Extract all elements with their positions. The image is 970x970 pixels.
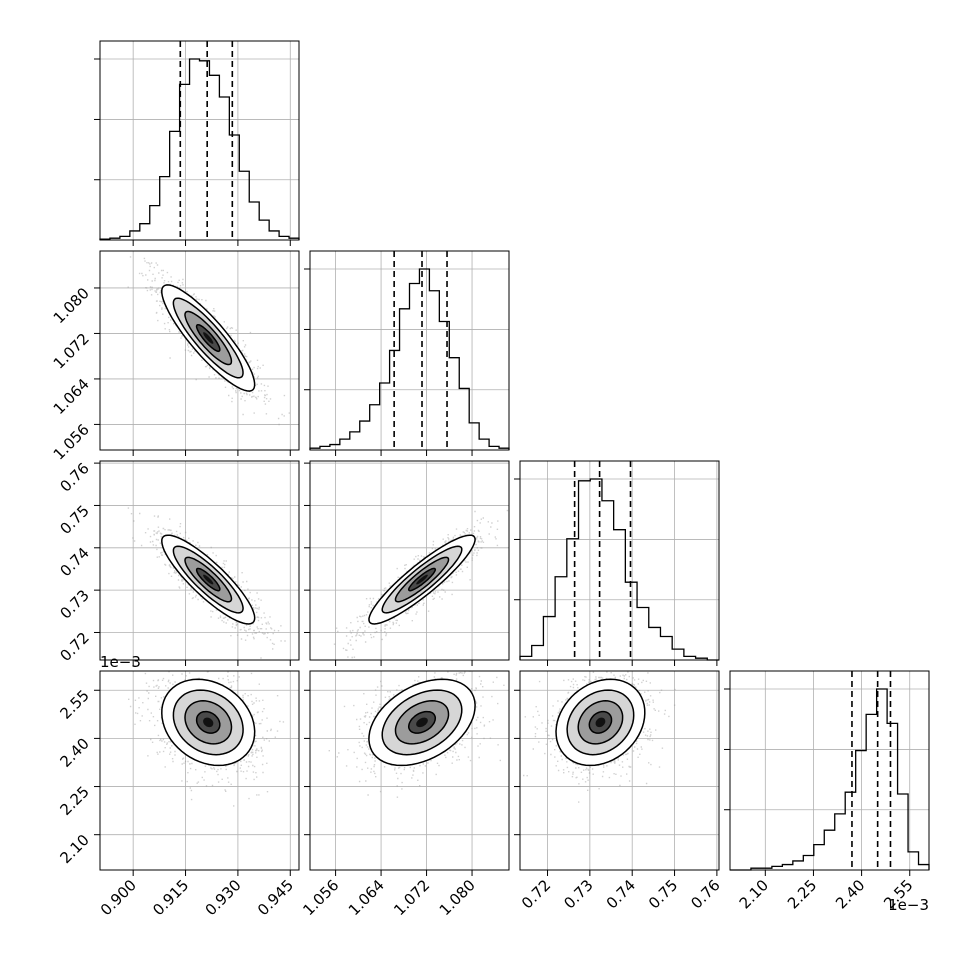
contour-line xyxy=(195,323,221,353)
density-peak xyxy=(595,717,606,728)
contour-line xyxy=(394,556,450,603)
hist-panel-3 xyxy=(514,460,720,666)
panel-frame xyxy=(309,670,510,871)
contour-line xyxy=(588,710,613,734)
contour-line xyxy=(368,534,476,625)
panel-frame xyxy=(309,250,510,451)
contour-line xyxy=(184,310,233,366)
contour-line xyxy=(161,678,256,767)
x-tick-label: 0.72 xyxy=(518,876,554,912)
panel-frame xyxy=(99,670,300,871)
contour-line xyxy=(172,297,244,379)
contour-line xyxy=(407,567,437,592)
density-peak xyxy=(416,717,428,728)
x-tick-label: 1.056 xyxy=(299,876,342,919)
contour-line xyxy=(368,678,476,767)
scatter-panel-r3c0 xyxy=(94,670,300,876)
contour-line xyxy=(195,567,221,592)
density-layer xyxy=(100,251,299,450)
x-tick-label: 2.25 xyxy=(784,876,820,912)
density-layer xyxy=(100,461,299,660)
hist-panel-1 xyxy=(94,40,300,246)
x-tick-label: 0.900 xyxy=(97,876,140,919)
contour-line xyxy=(555,678,646,767)
panel-frame xyxy=(519,460,720,661)
histogram-step xyxy=(309,268,510,450)
y-tick-label: 2.10 xyxy=(56,831,92,867)
contour-line xyxy=(184,556,233,603)
density-peak xyxy=(203,332,214,344)
y-tick-label: 1.056 xyxy=(50,421,93,464)
hist-panel-4 xyxy=(724,670,930,876)
y-tick-label: 0.75 xyxy=(56,502,92,538)
contour-line xyxy=(161,284,256,392)
y-tick-label: 0.74 xyxy=(56,544,92,580)
y-tick-label: 0.76 xyxy=(56,459,92,495)
y-tick-label: 2.40 xyxy=(56,735,92,771)
x-tick-label: 1.080 xyxy=(436,876,479,919)
density-layer xyxy=(310,461,509,660)
scatter-panel-r2c1 xyxy=(304,460,510,666)
x-tick-label: 0.76 xyxy=(687,876,723,912)
histogram-step xyxy=(519,478,719,661)
contour-line xyxy=(172,689,244,756)
y-tick-label: 1.080 xyxy=(50,284,93,327)
scatter-panel-r3c2 xyxy=(514,670,720,876)
y-offset-label: 1e−3 xyxy=(100,653,141,671)
x-tick-label: 2.40 xyxy=(832,876,868,912)
contour-line xyxy=(407,710,437,734)
contour-line xyxy=(195,710,221,734)
contour-line xyxy=(381,545,463,614)
contour-line xyxy=(381,689,463,756)
density-peak xyxy=(416,574,428,585)
density-layer xyxy=(520,671,719,870)
x-tick-label: 0.945 xyxy=(254,876,297,919)
y-tick-label: 2.25 xyxy=(56,783,92,819)
scatter-panel-r3c1 xyxy=(304,670,510,876)
contour-line xyxy=(184,700,233,745)
panel-frame xyxy=(309,460,510,661)
hist-panel-2 xyxy=(304,250,510,456)
scatter-panel-r2c0 xyxy=(94,460,300,666)
contour-line xyxy=(172,545,244,614)
panel-frame xyxy=(99,40,300,241)
y-tick-label: 0.73 xyxy=(56,586,92,622)
panel-background xyxy=(310,251,509,450)
scatter-panel-r1c0 xyxy=(94,250,300,456)
panel-frame xyxy=(729,670,930,871)
contour-line xyxy=(566,689,635,756)
density-peak xyxy=(203,574,214,585)
density-layer xyxy=(100,671,299,870)
histogram-step xyxy=(730,688,930,871)
panel-frame xyxy=(99,250,300,451)
x-tick-label: 2.10 xyxy=(736,876,772,912)
y-tick-label: 1.064 xyxy=(50,375,93,418)
panel-background xyxy=(310,461,509,660)
panel-background xyxy=(730,671,929,870)
density-layer xyxy=(310,671,509,870)
x-tick-label: 0.73 xyxy=(560,876,596,912)
x-tick-label: 0.930 xyxy=(202,876,245,919)
contour-line xyxy=(577,700,624,745)
y-tick-label: 1.072 xyxy=(50,330,93,373)
x-tick-label: 0.75 xyxy=(645,876,681,912)
x-tick-label: 1.064 xyxy=(345,876,388,919)
panel-frame xyxy=(99,460,300,661)
panel-background xyxy=(520,461,719,660)
histogram-step xyxy=(99,58,300,240)
density-peak xyxy=(203,717,214,728)
x-offset-label: 1e−3 xyxy=(888,896,929,914)
x-tick-label: 0.915 xyxy=(149,876,192,919)
y-tick-label: 0.72 xyxy=(56,629,92,665)
y-tick-label: 2.55 xyxy=(56,686,92,722)
contour-line xyxy=(394,700,450,745)
panel-background xyxy=(100,41,299,240)
contour-line xyxy=(161,534,256,625)
x-tick-label: 0.74 xyxy=(603,876,639,912)
panel-frame xyxy=(519,670,720,871)
x-tick-label: 1.072 xyxy=(390,876,433,919)
